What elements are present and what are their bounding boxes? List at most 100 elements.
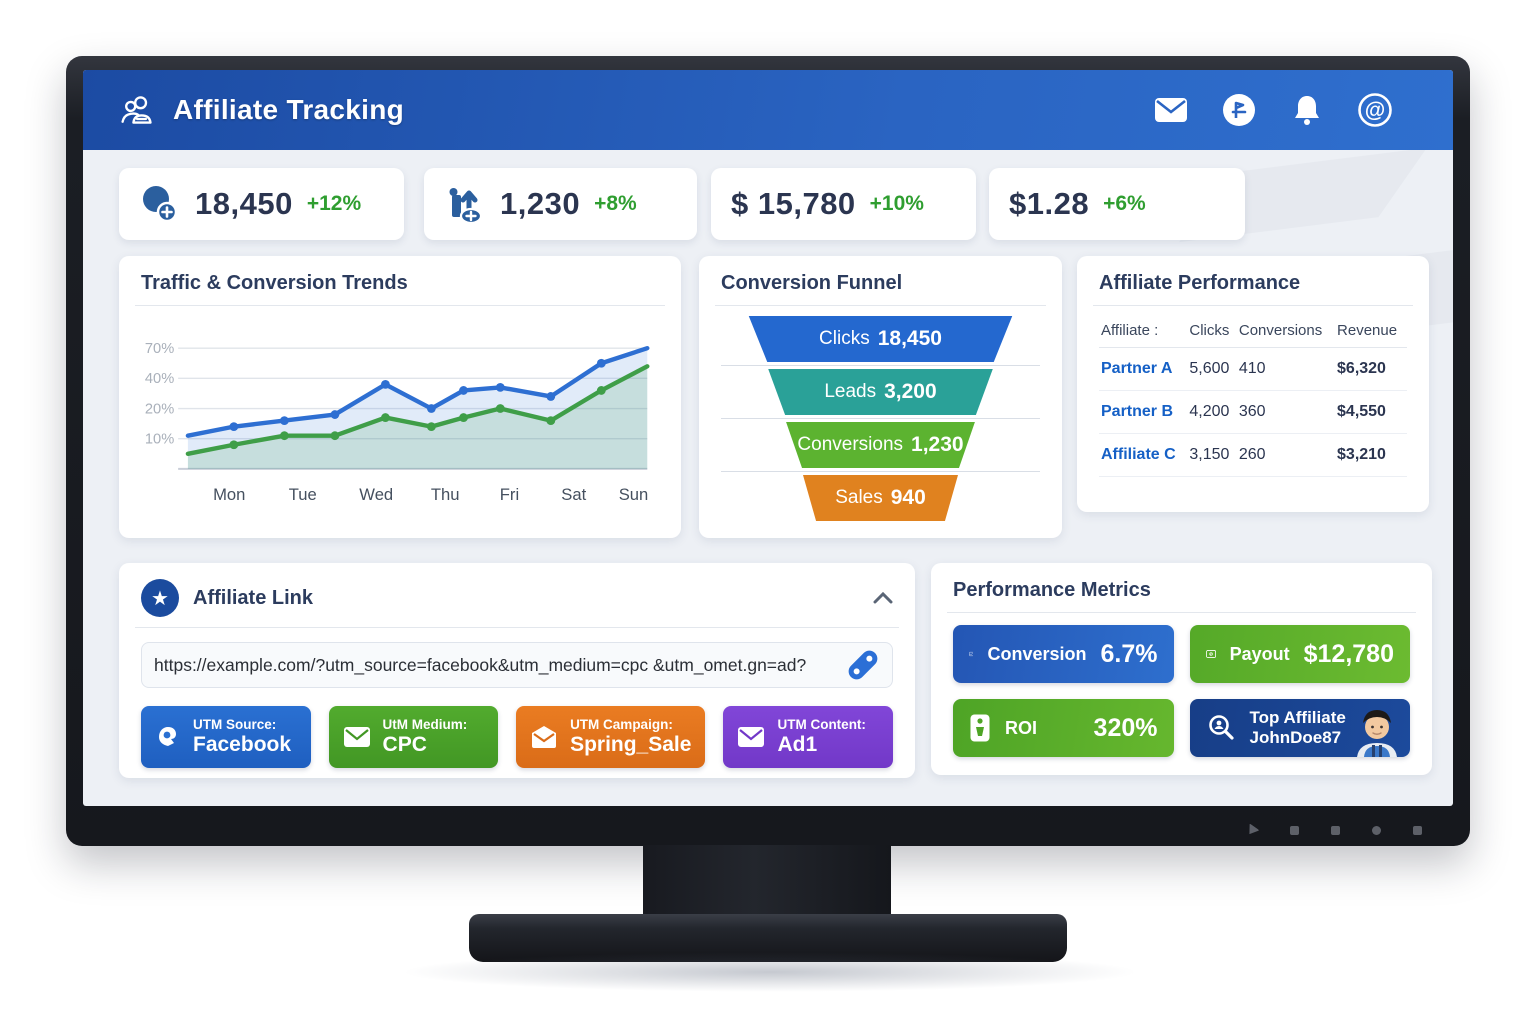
funnel-separator [721, 362, 1040, 369]
metric-value: $12,780 [1303, 639, 1394, 668]
chip-label: UTM Campaign: [570, 717, 673, 733]
svg-text:Sat: Sat [561, 485, 586, 504]
funnel-stage-label: Conversions [797, 434, 904, 455]
phone-money-icon [970, 714, 990, 742]
funnel-stage-conversions[interactable]: Conversions 1,230 [786, 422, 975, 468]
chip-value: Ad1 [777, 732, 818, 756]
clicks-cell: 4,200 [1187, 390, 1237, 434]
svg-text:20%: 20% [145, 401, 174, 417]
revenue-cell: $6,320 [1335, 347, 1407, 391]
table-row[interactable]: Affiliate C 3,150 260 $3,210 [1099, 433, 1407, 477]
clicks-cell: 3,150 [1187, 433, 1237, 477]
funnel-stage-label: Leads [824, 381, 877, 402]
stat-value: $ 15,780 [731, 186, 856, 221]
stat-delta: +12% [306, 192, 362, 215]
stat-card-conversions[interactable]: 1,230 +8% [424, 168, 697, 240]
affiliate-url-value: https://example.com/?utm_source=facebook… [154, 654, 807, 675]
panel-title: Affiliate Link [193, 586, 314, 609]
funnel-separator [721, 415, 1040, 422]
affiliate-link-partner-b[interactable]: Partner B [1099, 390, 1188, 434]
funnel-stage-leads[interactable]: Leads 3,200 [768, 369, 993, 415]
affiliate-link-affiliate-c[interactable]: Affiliate C [1099, 433, 1188, 477]
svg-text:10%: 10% [145, 432, 174, 448]
envelope-open-icon [532, 726, 557, 748]
svg-text:Mon: Mon [213, 485, 245, 504]
svg-text:Wed: Wed [359, 485, 393, 504]
monitor-control-buttons [1244, 823, 1422, 838]
chevron-up-icon[interactable] [873, 587, 893, 610]
funnel-stage-value: 18,450 [877, 327, 942, 350]
stat-card-revenue[interactable]: $ 15,780 +10% [711, 168, 976, 240]
utm-content-chip[interactable]: UTM Content: Ad1 [723, 706, 893, 768]
bell-icon[interactable] [1289, 92, 1325, 128]
affiliate-performance-panel: Affiliate Performance Affiliate : Clicks… [1077, 256, 1429, 512]
svg-text:70%: 70% [145, 341, 174, 357]
chip-label: UTM Content: [777, 717, 866, 733]
column-header-clicks[interactable]: Clicks [1187, 314, 1237, 348]
funnel-separator [721, 468, 1040, 475]
at-icon[interactable]: @ [1357, 92, 1393, 128]
column-header-conversions[interactable]: Conversions [1236, 314, 1336, 348]
stat-value: 18,450 [195, 186, 293, 221]
utm-medium-chip[interactable]: UtM Medium: CPC [328, 706, 499, 768]
funnel-stage-label: Clicks [819, 328, 870, 349]
funnel-stage-sales[interactable]: Sales 940 [802, 475, 959, 521]
payout-metric-tile[interactable]: $ Payout $12,780 [1189, 625, 1410, 683]
chip-label: UtM Medium: [382, 717, 468, 733]
svg-text:Fri: Fri [500, 485, 519, 504]
svg-text:@: @ [1365, 99, 1385, 122]
affiliate-link-partner-a[interactable]: Partner A [1099, 347, 1188, 391]
conversions-icon [449, 188, 483, 225]
affiliate-url-input[interactable]: https://example.com/?utm_source=facebook… [141, 642, 893, 688]
monitor-frame: Affiliate Tracking [66, 56, 1470, 846]
panel-title: Performance Metrics [953, 579, 1151, 601]
profile-icon[interactable] [1221, 92, 1257, 128]
conversion-metric-tile[interactable]: Conversion 6.7% [953, 625, 1174, 683]
revenue-cell: $4,550 [1335, 390, 1407, 434]
trend-chart: 70% 40% 20% 10% Mon Tue Wed Thu Fri Sat Sun [145, 341, 650, 504]
svg-text:Tue: Tue [289, 485, 317, 504]
banknote-icon: $ [1205, 650, 1216, 658]
metric-value: 6.7% [1100, 639, 1158, 668]
stat-card-clicks[interactable]: 18,450 +12% [119, 168, 404, 240]
panel-title: Conversion Funnel [721, 272, 903, 294]
performance-metrics-panel: Performance Metrics Conversion 6.7% $ [931, 563, 1432, 775]
stat-delta: +8% [594, 192, 637, 215]
envelope-icon [343, 727, 370, 747]
top-affiliate-tile[interactable]: Top Affiliate JohnDoe87 [1189, 699, 1410, 757]
utm-chips-row: UTM Source: Facebook UtM Medium: CPC [141, 706, 893, 768]
funnel-stage-value: 1,230 [911, 433, 964, 456]
monitor-button [1372, 826, 1381, 835]
table-header-row: Affiliate : Clicks Conversions Revenue [1099, 314, 1407, 348]
funnel-stage-clicks[interactable]: Clicks 18,450 [748, 316, 1013, 362]
monitor-stand-neck [643, 845, 891, 917]
metric-label: Conversion [987, 643, 1087, 664]
chip-value: CPC [382, 732, 427, 756]
search-user-icon [1208, 715, 1234, 740]
panel-title: Traffic & Conversion Trends [141, 272, 408, 294]
monitor-button [1244, 823, 1260, 838]
table-row[interactable]: Partner B 4,200 360 $4,550 [1099, 390, 1407, 434]
roi-metric-tile[interactable]: ROI 320% [953, 699, 1174, 757]
utm-campaign-chip[interactable]: UTM Campaign: Spring_Sale [516, 706, 706, 768]
conversion-funnel-panel: Conversion Funnel Clicks 18,450 Leads 3,… [699, 256, 1062, 538]
column-header-affiliate[interactable]: Affiliate : [1099, 314, 1188, 348]
metric-value: JohnDoe87 [1249, 728, 1342, 747]
revenue-cell: $3,210 [1335, 433, 1407, 477]
funnel-stage-value: 3,200 [884, 380, 937, 403]
monitor-shadow [400, 952, 1140, 992]
mail-icon[interactable] [1153, 92, 1189, 128]
utm-source-chip[interactable]: UTM Source: Facebook [141, 706, 311, 768]
conversions-cell: 410 [1236, 347, 1336, 391]
monitor-button [1413, 826, 1422, 835]
funnel-stage-label: Sales [835, 487, 883, 508]
stat-delta: +10% [869, 192, 924, 215]
link-icon[interactable] [845, 647, 881, 683]
chart-icon [969, 651, 974, 657]
metric-label: Top Affiliate [1249, 707, 1346, 727]
stat-value: $1.28 [1009, 186, 1090, 221]
table-row[interactable]: Partner A 5,600 410 $6,320 [1099, 347, 1407, 391]
svg-text:Thu: Thu [431, 485, 460, 504]
stat-card-epc[interactable]: $1.28 +6% [989, 168, 1245, 240]
column-header-revenue[interactable]: Revenue [1335, 314, 1407, 348]
